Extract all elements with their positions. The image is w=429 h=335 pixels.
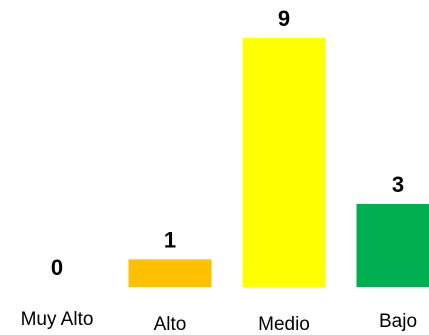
data-label: 3 [392, 172, 404, 197]
category-label: Muy Alto [21, 309, 94, 330]
category-label: Alto [154, 314, 187, 335]
data-label: 0 [51, 255, 63, 280]
category-label: Medio [258, 314, 310, 335]
bar-bajo [356, 204, 429, 287]
data-label: 1 [164, 227, 176, 252]
bar-alto [128, 259, 212, 287]
data-label: 9 [278, 6, 290, 31]
bar-medio [242, 38, 326, 287]
category-label: Bajo [379, 311, 417, 332]
